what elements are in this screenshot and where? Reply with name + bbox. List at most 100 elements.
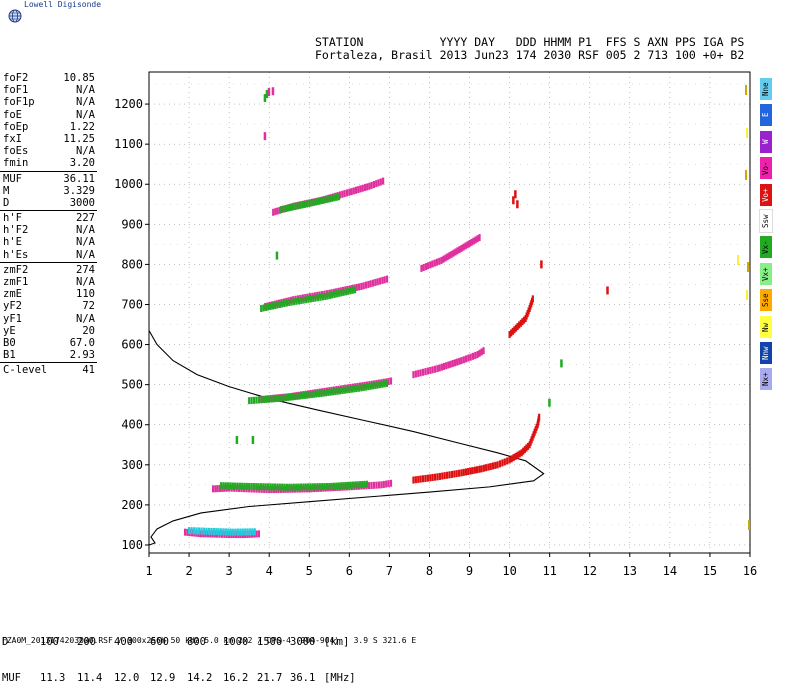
param-value: 41: [82, 364, 95, 377]
x-tick-label: 2: [185, 564, 192, 578]
trace-point: [334, 484, 337, 492]
trace-point: [329, 484, 332, 492]
param-row: foEs N/A: [0, 145, 97, 157]
trace-point: [340, 289, 343, 297]
trace-point: [294, 485, 297, 493]
trace-point: [342, 482, 345, 490]
trace-point: [255, 530, 258, 538]
trace-point: [227, 482, 230, 490]
trace-point: [367, 383, 370, 391]
trace-point: [449, 360, 452, 368]
trace-point: [451, 360, 454, 368]
trace-point: [264, 303, 267, 311]
trace-point: [260, 396, 263, 404]
param-name: yE: [3, 324, 16, 337]
trace-point: [352, 187, 355, 195]
trace-point: [262, 396, 266, 404]
trace-point: [275, 251, 279, 260]
param-value: 3.20: [69, 157, 95, 170]
trace-point: [341, 190, 344, 198]
trace-point: [360, 282, 363, 290]
legend-item: Vx+: [760, 262, 772, 285]
trace-point: [296, 485, 299, 493]
trace-point: [370, 481, 373, 489]
trace-point: [289, 485, 292, 493]
legend-label: Vx-: [761, 240, 770, 255]
trace-point: [421, 368, 425, 376]
trace-point: [359, 185, 362, 193]
trace-point: [429, 474, 432, 482]
trace-point: [431, 366, 434, 374]
param-value: 3000: [69, 196, 95, 209]
trace-point: [305, 200, 309, 208]
trace-point: [311, 483, 314, 491]
trace-point: [264, 483, 267, 491]
trace-point: [440, 256, 443, 264]
param-value: N/A: [76, 84, 95, 97]
trace-point: [350, 188, 353, 196]
trace-point: [348, 483, 351, 491]
param-name: zmF2: [3, 263, 29, 276]
trace-point: [234, 528, 237, 536]
ionogram-chart: 1 2 3 4 5 6 7 8 9 10 11 12 13 14 15 16 1002003004005006…: [114, 71, 757, 578]
trace-point: [318, 483, 321, 491]
param-name: foE: [3, 108, 22, 121]
x-tick-label: 1: [145, 564, 152, 578]
trace-point: [289, 203, 292, 211]
trace-point: [321, 196, 325, 204]
y-tick-label: 400: [121, 418, 143, 432]
footer-info: FZA0M_2013174203000.RSF / 300x256h 50 kH…: [2, 636, 417, 645]
trace-point: [277, 394, 280, 402]
trace-point: [364, 383, 368, 391]
param-row: zmE 110: [0, 288, 97, 300]
trace-point: [272, 395, 275, 403]
trace-point: [298, 201, 302, 209]
param-value: 20: [82, 324, 95, 337]
trace-point: [372, 481, 376, 489]
x-tick-label: 9: [466, 564, 473, 578]
trace-point: [210, 527, 213, 535]
row-label: MUF: [2, 672, 21, 684]
trace-multi-3g: [260, 286, 357, 312]
trace-point: [321, 483, 324, 491]
row-value: 1000: [223, 636, 249, 648]
trace-point: [376, 381, 379, 389]
x-tick-label: 5: [306, 564, 313, 578]
legend-item: E: [760, 104, 772, 127]
trace-point: [372, 181, 376, 189]
x-tick-label: 14: [663, 564, 677, 578]
trace-point: [244, 528, 247, 536]
trace-point: [287, 204, 290, 212]
trace-point: [284, 204, 287, 212]
right-edge-marks: [737, 85, 750, 530]
trace-point: [458, 246, 461, 254]
trace-point: [224, 482, 227, 490]
param-name: h'F: [3, 212, 22, 225]
param-row: yF2 72: [0, 300, 97, 312]
trace-point: [252, 396, 256, 404]
trace-point: [429, 261, 432, 269]
param-row: h'E N/A: [0, 236, 97, 248]
trace-point: [371, 382, 375, 390]
trace-point: [521, 318, 524, 326]
trace-point: [376, 278, 379, 286]
trace-point: [467, 354, 470, 362]
trace-point: [310, 391, 313, 399]
x-tick-label: 12: [583, 564, 597, 578]
trace-point: [195, 527, 198, 535]
trace-point: [308, 199, 311, 207]
param-row: yF1 N/A: [0, 313, 97, 325]
trace-point: [450, 250, 453, 258]
legend-item: W: [760, 130, 772, 153]
trace-point: [329, 388, 332, 396]
trace-point: [441, 472, 444, 480]
param-value: 3.329: [63, 184, 95, 197]
legend-label: Ssw: [761, 214, 770, 228]
trace-point: [315, 198, 318, 206]
trace-point: [476, 235, 479, 243]
trace-point: [525, 444, 528, 452]
trace-point: [514, 190, 517, 199]
trace-point: [453, 470, 456, 478]
row-unit: [MHz]: [324, 672, 356, 684]
trace-point: [514, 452, 517, 460]
